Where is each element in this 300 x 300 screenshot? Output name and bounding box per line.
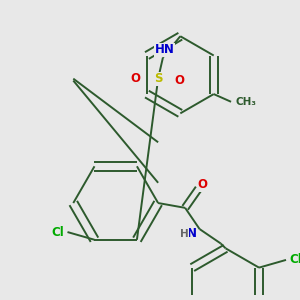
- Text: O: O: [174, 74, 184, 87]
- Text: O: O: [130, 72, 140, 85]
- Text: Cl: Cl: [289, 254, 300, 266]
- Text: CH₃: CH₃: [236, 97, 257, 107]
- Text: N: N: [187, 227, 197, 240]
- Text: Cl: Cl: [52, 226, 64, 238]
- Text: HN: HN: [155, 43, 175, 56]
- Text: S: S: [154, 72, 162, 85]
- Text: O: O: [197, 178, 208, 191]
- Text: H: H: [180, 229, 188, 239]
